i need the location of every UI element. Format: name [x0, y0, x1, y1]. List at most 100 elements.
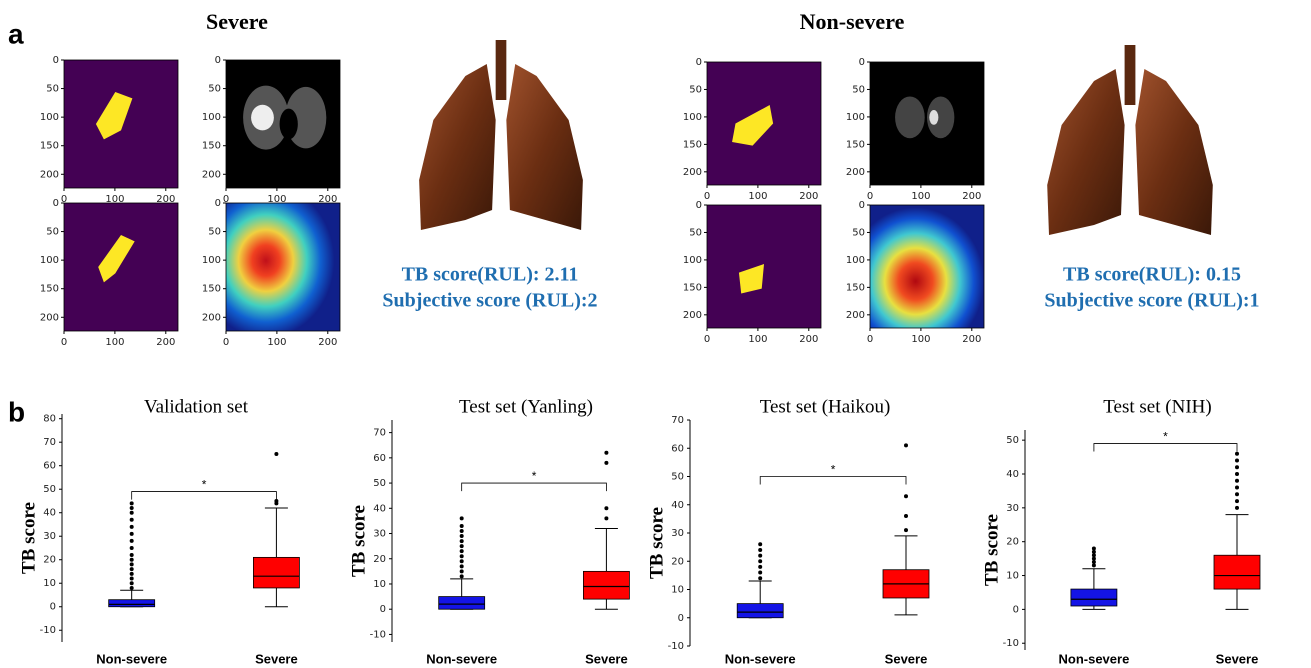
chart-title: Validation set	[144, 396, 249, 417]
subjective-score: Subjective score (RUL):1	[1044, 290, 1259, 312]
ct-background	[870, 62, 984, 185]
significance-bracket	[760, 477, 906, 485]
y-tick-label: 200	[683, 310, 702, 321]
y-tick-label: 0	[380, 604, 386, 615]
y-tick-label: 50	[43, 484, 56, 495]
y-tick-label: 30	[1006, 503, 1019, 514]
outlier	[1235, 452, 1239, 456]
chart-title: Test set (Yanling)	[459, 396, 593, 417]
x-tick-label: 0	[223, 337, 229, 348]
y-tick-label: 150	[683, 139, 702, 150]
significance-label: *	[532, 469, 537, 483]
lung-render	[1047, 45, 1213, 235]
outlier	[460, 564, 464, 568]
outlier	[758, 576, 762, 580]
outlier	[130, 586, 134, 590]
subjective-score: Subjective score (RUL):2	[382, 290, 597, 312]
y-tick-label: 100	[40, 112, 59, 123]
outlier	[1235, 472, 1239, 476]
y-tick-label: 50	[46, 84, 59, 95]
outlier	[460, 516, 464, 520]
y-tick-label: 10	[671, 585, 684, 596]
x-tick-label: 0	[704, 191, 710, 202]
mask-background	[64, 203, 178, 331]
y-tick-label: 50	[852, 227, 865, 238]
y-tick-label: 0	[1013, 604, 1019, 615]
outlier	[604, 516, 608, 520]
y-tick-label: -10	[1003, 638, 1019, 649]
y-tick-label: 200	[40, 312, 59, 323]
y-tick-label: 50	[671, 472, 684, 483]
y-tick-label: 50	[208, 84, 221, 95]
x-tick-label: 100	[105, 337, 124, 348]
outlier	[904, 514, 908, 518]
y-tick-label: 10	[1006, 571, 1019, 582]
significance-bracket	[132, 492, 277, 500]
x-tick-label: Non-severe	[725, 651, 796, 666]
ct-lung	[895, 96, 925, 138]
outlier	[1235, 499, 1239, 503]
y-tick-label: 150	[202, 141, 221, 152]
y-tick-label: 30	[671, 528, 684, 539]
significance-bracket	[462, 483, 607, 491]
outlier	[1235, 492, 1239, 496]
y-axis-label: TB score	[18, 502, 39, 574]
heatmap	[870, 205, 984, 328]
image-panel: 0100200050100150200	[846, 57, 984, 202]
y-tick-label: 40	[373, 503, 386, 514]
tb-score: TB score(RUL): 0.15	[1063, 264, 1241, 286]
lung-right	[1135, 69, 1212, 235]
y-tick-label: 200	[846, 310, 865, 321]
y-tick-label: 0	[53, 55, 59, 66]
outlier	[130, 553, 134, 557]
outlier	[758, 542, 762, 546]
x-tick-label: Non-severe	[426, 651, 497, 666]
y-tick-label: 200	[202, 312, 221, 323]
image-panel: 0100200050100150200	[202, 198, 340, 348]
x-tick-label: Severe	[885, 651, 928, 666]
outlier	[904, 494, 908, 498]
outlier	[604, 451, 608, 455]
x-tick-label: 200	[962, 334, 981, 345]
y-tick-label: 150	[846, 139, 865, 150]
significance-label: *	[1163, 430, 1168, 444]
box	[1214, 555, 1260, 589]
panel-label: a	[8, 18, 24, 49]
y-tick-label: 0	[859, 57, 865, 68]
y-tick-label: 30	[43, 531, 56, 542]
outlier	[1235, 465, 1239, 469]
panel-label: b	[8, 396, 25, 427]
outlier	[274, 499, 278, 503]
outlier	[274, 452, 278, 456]
x-tick-label: 100	[911, 334, 930, 345]
outlier	[130, 562, 134, 566]
y-axis-label: TB score	[646, 507, 667, 579]
y-tick-label: 150	[683, 282, 702, 293]
y-tick-label: 60	[43, 461, 56, 472]
y-tick-label: 60	[373, 453, 386, 464]
y-tick-label: 0	[696, 200, 702, 211]
image-panel: 0100200050100150200	[40, 198, 178, 348]
significance-bracket	[1094, 444, 1237, 452]
y-tick-label: 10	[43, 578, 56, 589]
lung-render	[419, 40, 583, 230]
group-title: Severe	[206, 9, 268, 34]
y-tick-label: 70	[671, 415, 684, 426]
box	[253, 557, 299, 588]
y-tick-label: -10	[370, 629, 386, 640]
y-tick-label: 0	[678, 613, 684, 624]
y-tick-label: 150	[202, 284, 221, 295]
outlier	[130, 546, 134, 550]
y-tick-label: 100	[683, 112, 702, 123]
y-tick-label: 100	[202, 112, 221, 123]
outlier	[460, 529, 464, 533]
outlier	[758, 559, 762, 563]
ct-lung	[251, 105, 274, 131]
y-tick-label: 50	[208, 227, 221, 238]
outlier	[1235, 479, 1239, 483]
chart-title: Test set (NIH)	[1103, 396, 1211, 417]
lung-left	[1047, 69, 1124, 235]
y-tick-label: 100	[202, 255, 221, 266]
outlier	[130, 506, 134, 510]
